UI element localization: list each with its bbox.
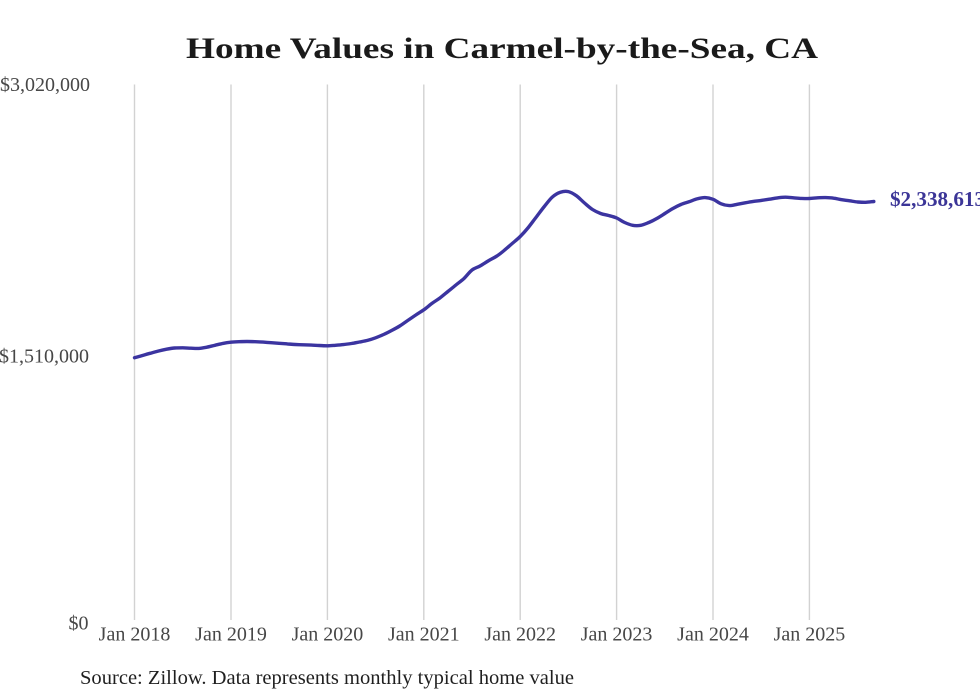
svg-text:Jan 2020: Jan 2020 xyxy=(292,624,364,646)
svg-text:Jan 2023: Jan 2023 xyxy=(581,624,653,646)
svg-text:Jan 2024: Jan 2024 xyxy=(677,624,749,646)
svg-text:Jan 2019: Jan 2019 xyxy=(195,624,267,646)
svg-text:$1,510,000: $1,510,000 xyxy=(0,346,89,368)
svg-text:Jan 2022: Jan 2022 xyxy=(484,624,556,646)
svg-text:Jan 2018: Jan 2018 xyxy=(99,624,171,646)
svg-text:$2,338,613: $2,338,613 xyxy=(890,187,980,211)
svg-text:Jan 2021: Jan 2021 xyxy=(388,624,460,646)
svg-text:Jan 2025: Jan 2025 xyxy=(774,624,846,646)
svg-text:Home Values in Carmel-by-the-S: Home Values in Carmel-by-the-Sea, CA xyxy=(186,32,818,65)
svg-text:$0: $0 xyxy=(69,613,89,635)
svg-text:Source: Zillow. Data represent: Source: Zillow. Data represents monthly … xyxy=(80,667,574,689)
svg-text:$3,020,000: $3,020,000 xyxy=(0,74,90,96)
